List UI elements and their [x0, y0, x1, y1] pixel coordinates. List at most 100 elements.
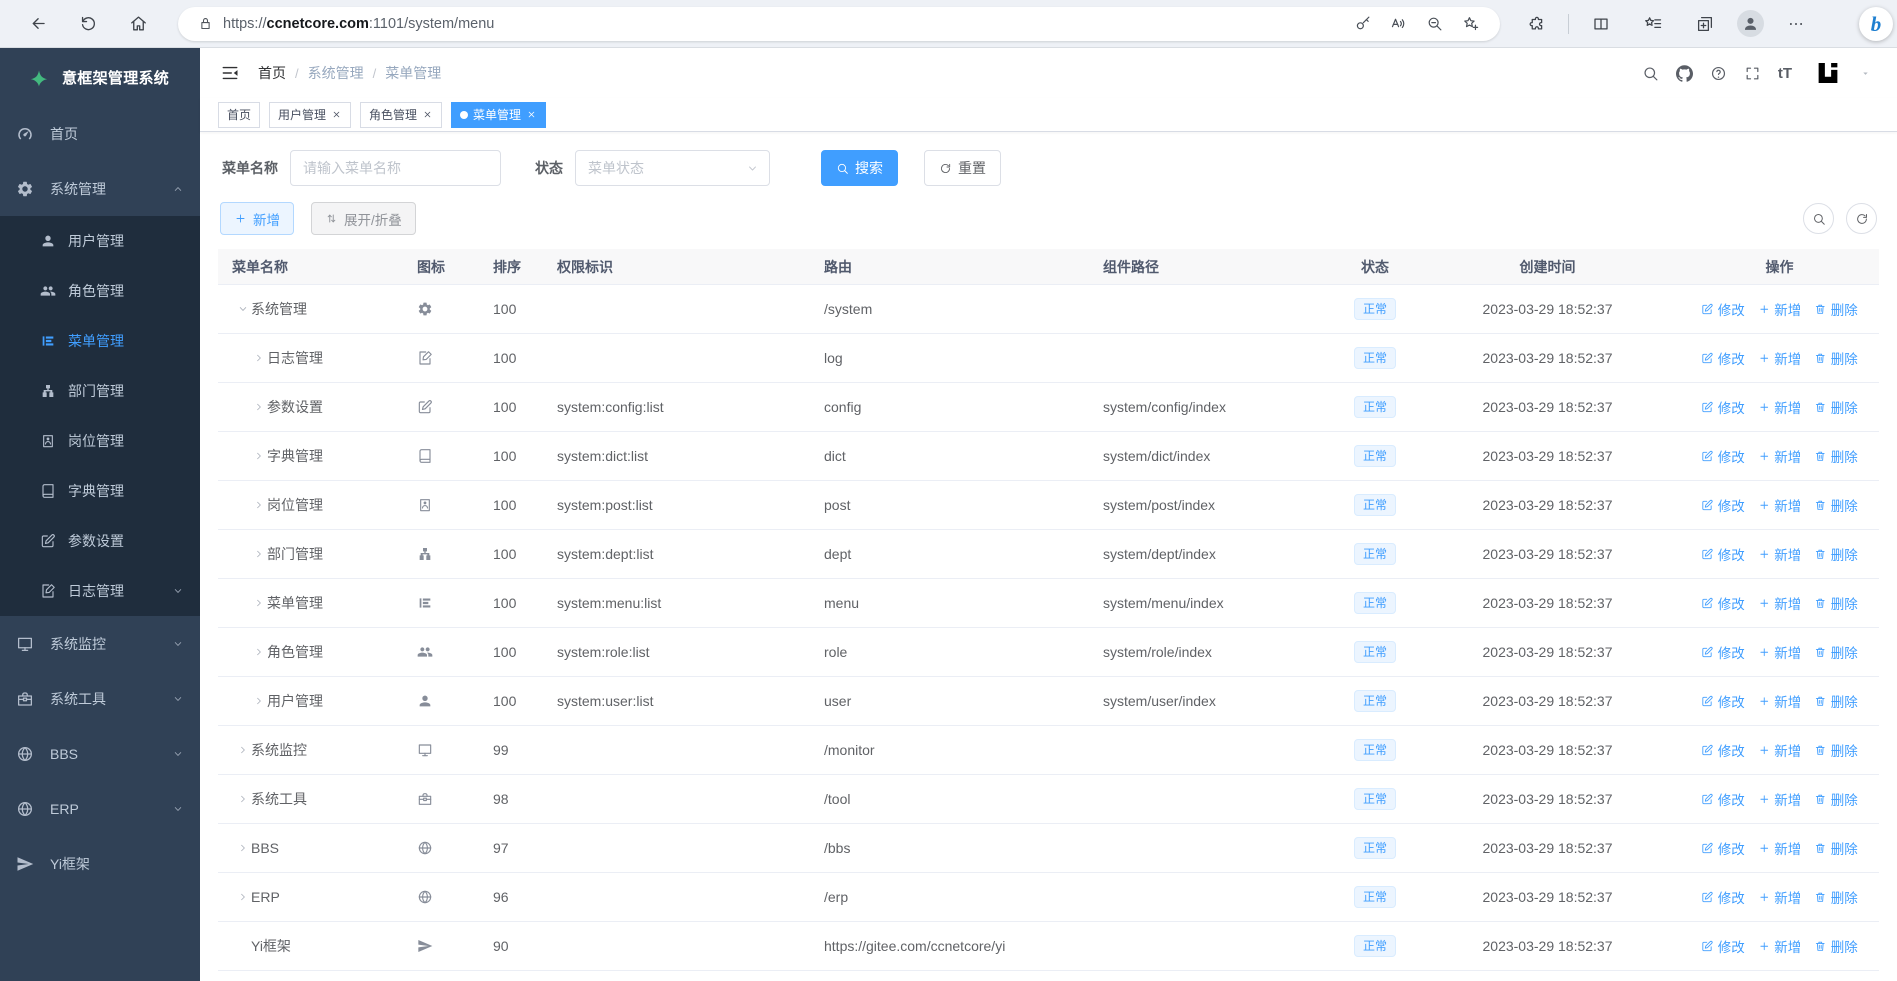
- fullscreen-icon[interactable]: [1744, 65, 1761, 82]
- collections-icon[interactable]: [1685, 5, 1725, 43]
- chevron-right-icon[interactable]: [234, 842, 251, 854]
- action-add[interactable]: 新增: [1758, 838, 1801, 858]
- chevron-right-icon[interactable]: [250, 401, 267, 413]
- address-bar[interactable]: https://ccnetcore.com:1101/system/menu: [178, 6, 1500, 41]
- extensions-icon[interactable]: [1516, 5, 1556, 43]
- sidebar-item-dept[interactable]: 部门管理: [0, 366, 200, 416]
- sidebar-item-role[interactable]: 角色管理: [0, 266, 200, 316]
- chevron-right-icon[interactable]: [250, 352, 267, 364]
- chevron-right-icon[interactable]: [250, 450, 267, 462]
- action-add[interactable]: 新增: [1758, 642, 1801, 662]
- chevron-right-icon[interactable]: [234, 891, 251, 903]
- sidebar-item-dict[interactable]: 字典管理: [0, 466, 200, 516]
- action-delete[interactable]: 删除: [1814, 593, 1858, 613]
- sidebar-item-tool[interactable]: 系统工具: [0, 671, 200, 726]
- sidebar-item-erp[interactable]: ERP: [0, 781, 200, 836]
- reset-button[interactable]: 重置: [924, 150, 1001, 186]
- sidebar-item-monitor[interactable]: 系统监控: [0, 616, 200, 671]
- favorites-icon[interactable]: [1633, 5, 1673, 43]
- action-edit[interactable]: 修改: [1701, 691, 1745, 711]
- tab-role[interactable]: 角色管理: [360, 101, 443, 128]
- action-edit[interactable]: 修改: [1701, 397, 1745, 417]
- sidebar-item-config[interactable]: 参数设置: [0, 516, 200, 566]
- search-icon[interactable]: [1642, 65, 1659, 82]
- action-add[interactable]: 新增: [1758, 593, 1801, 613]
- add-favorite-icon[interactable]: [1452, 9, 1488, 39]
- action-delete[interactable]: 删除: [1814, 495, 1858, 515]
- tab-home[interactable]: 首页: [218, 101, 261, 128]
- chevron-right-icon[interactable]: [250, 646, 267, 658]
- sidebar-item-yi[interactable]: Yi框架: [0, 836, 200, 891]
- show-search-icon[interactable]: [1803, 203, 1834, 234]
- action-edit[interactable]: 修改: [1701, 887, 1745, 907]
- chevron-right-icon[interactable]: [250, 695, 267, 707]
- menu-name-input[interactable]: [290, 150, 501, 186]
- action-add[interactable]: 新增: [1758, 789, 1801, 809]
- refresh-table-icon[interactable]: [1846, 203, 1877, 234]
- action-add[interactable]: 新增: [1758, 397, 1801, 417]
- zoom-out-icon[interactable]: [1416, 9, 1452, 39]
- chevron-down-icon[interactable]: [234, 303, 251, 315]
- user-avatar[interactable]: [1813, 58, 1843, 88]
- action-add[interactable]: 新增: [1758, 348, 1801, 368]
- action-delete[interactable]: 删除: [1814, 446, 1858, 466]
- help-icon[interactable]: [1710, 65, 1727, 82]
- tab-menu[interactable]: 菜单管理: [451, 101, 547, 128]
- sidebar-item-user[interactable]: 用户管理: [0, 216, 200, 266]
- caret-down-icon[interactable]: [1860, 68, 1871, 79]
- read-aloud-icon[interactable]: [1380, 9, 1416, 39]
- action-add[interactable]: 新增: [1758, 446, 1801, 466]
- action-edit[interactable]: 修改: [1701, 789, 1745, 809]
- action-delete[interactable]: 删除: [1814, 544, 1858, 564]
- tab-user[interactable]: 用户管理: [269, 101, 352, 128]
- url-text[interactable]: https://ccnetcore.com:1101/system/menu: [223, 16, 494, 32]
- sidebar-toggle-icon[interactable]: [220, 63, 240, 83]
- close-icon[interactable]: [331, 109, 342, 120]
- action-add[interactable]: 新增: [1758, 887, 1801, 907]
- back-icon[interactable]: [16, 5, 60, 43]
- chevron-right-icon[interactable]: [250, 499, 267, 511]
- action-add[interactable]: 新增: [1758, 691, 1801, 711]
- action-edit[interactable]: 修改: [1701, 299, 1745, 319]
- split-screen-icon[interactable]: [1581, 5, 1621, 43]
- sidebar-item-bbs[interactable]: BBS: [0, 726, 200, 781]
- home-icon[interactable]: [116, 5, 160, 43]
- sidebar-item-home[interactable]: 首页: [0, 106, 200, 161]
- action-edit[interactable]: 修改: [1701, 593, 1745, 613]
- action-add[interactable]: 新增: [1758, 299, 1801, 319]
- copilot-icon[interactable]: b: [1859, 7, 1893, 41]
- action-add[interactable]: 新增: [1758, 936, 1801, 956]
- action-delete[interactable]: 删除: [1814, 740, 1858, 760]
- close-icon[interactable]: [422, 109, 433, 120]
- close-icon[interactable]: [526, 109, 537, 120]
- action-add[interactable]: 新增: [1758, 740, 1801, 760]
- action-edit[interactable]: 修改: [1701, 544, 1745, 564]
- password-key-icon[interactable]: [1344, 9, 1380, 39]
- sidebar-item-system[interactable]: 系统管理: [0, 161, 200, 216]
- chevron-right-icon[interactable]: [250, 597, 267, 609]
- sidebar-item-log[interactable]: 日志管理: [0, 566, 200, 616]
- chevron-right-icon[interactable]: [234, 793, 251, 805]
- action-delete[interactable]: 删除: [1814, 936, 1858, 956]
- action-delete[interactable]: 删除: [1814, 887, 1858, 907]
- action-delete[interactable]: 删除: [1814, 789, 1858, 809]
- action-delete[interactable]: 删除: [1814, 397, 1858, 417]
- font-size-icon[interactable]: tT: [1777, 64, 1792, 82]
- action-edit[interactable]: 修改: [1701, 348, 1745, 368]
- refresh-icon[interactable]: [66, 5, 110, 43]
- sidebar-item-post[interactable]: 岗位管理: [0, 416, 200, 466]
- action-delete[interactable]: 删除: [1814, 299, 1858, 319]
- app-logo[interactable]: 意框架管理系统: [0, 48, 200, 106]
- chevron-right-icon[interactable]: [250, 548, 267, 560]
- action-edit[interactable]: 修改: [1701, 740, 1745, 760]
- status-select[interactable]: 菜单状态: [575, 150, 770, 186]
- action-delete[interactable]: 删除: [1814, 642, 1858, 662]
- more-options-icon[interactable]: [1776, 5, 1816, 43]
- github-icon[interactable]: [1675, 64, 1693, 82]
- add-button[interactable]: 新增: [220, 202, 294, 235]
- chevron-right-icon[interactable]: [234, 744, 251, 756]
- expand-collapse-button[interactable]: 展开/折叠: [311, 202, 416, 235]
- action-delete[interactable]: 删除: [1814, 691, 1858, 711]
- search-button[interactable]: 搜索: [821, 150, 898, 186]
- sidebar-item-menu[interactable]: 菜单管理: [0, 316, 200, 366]
